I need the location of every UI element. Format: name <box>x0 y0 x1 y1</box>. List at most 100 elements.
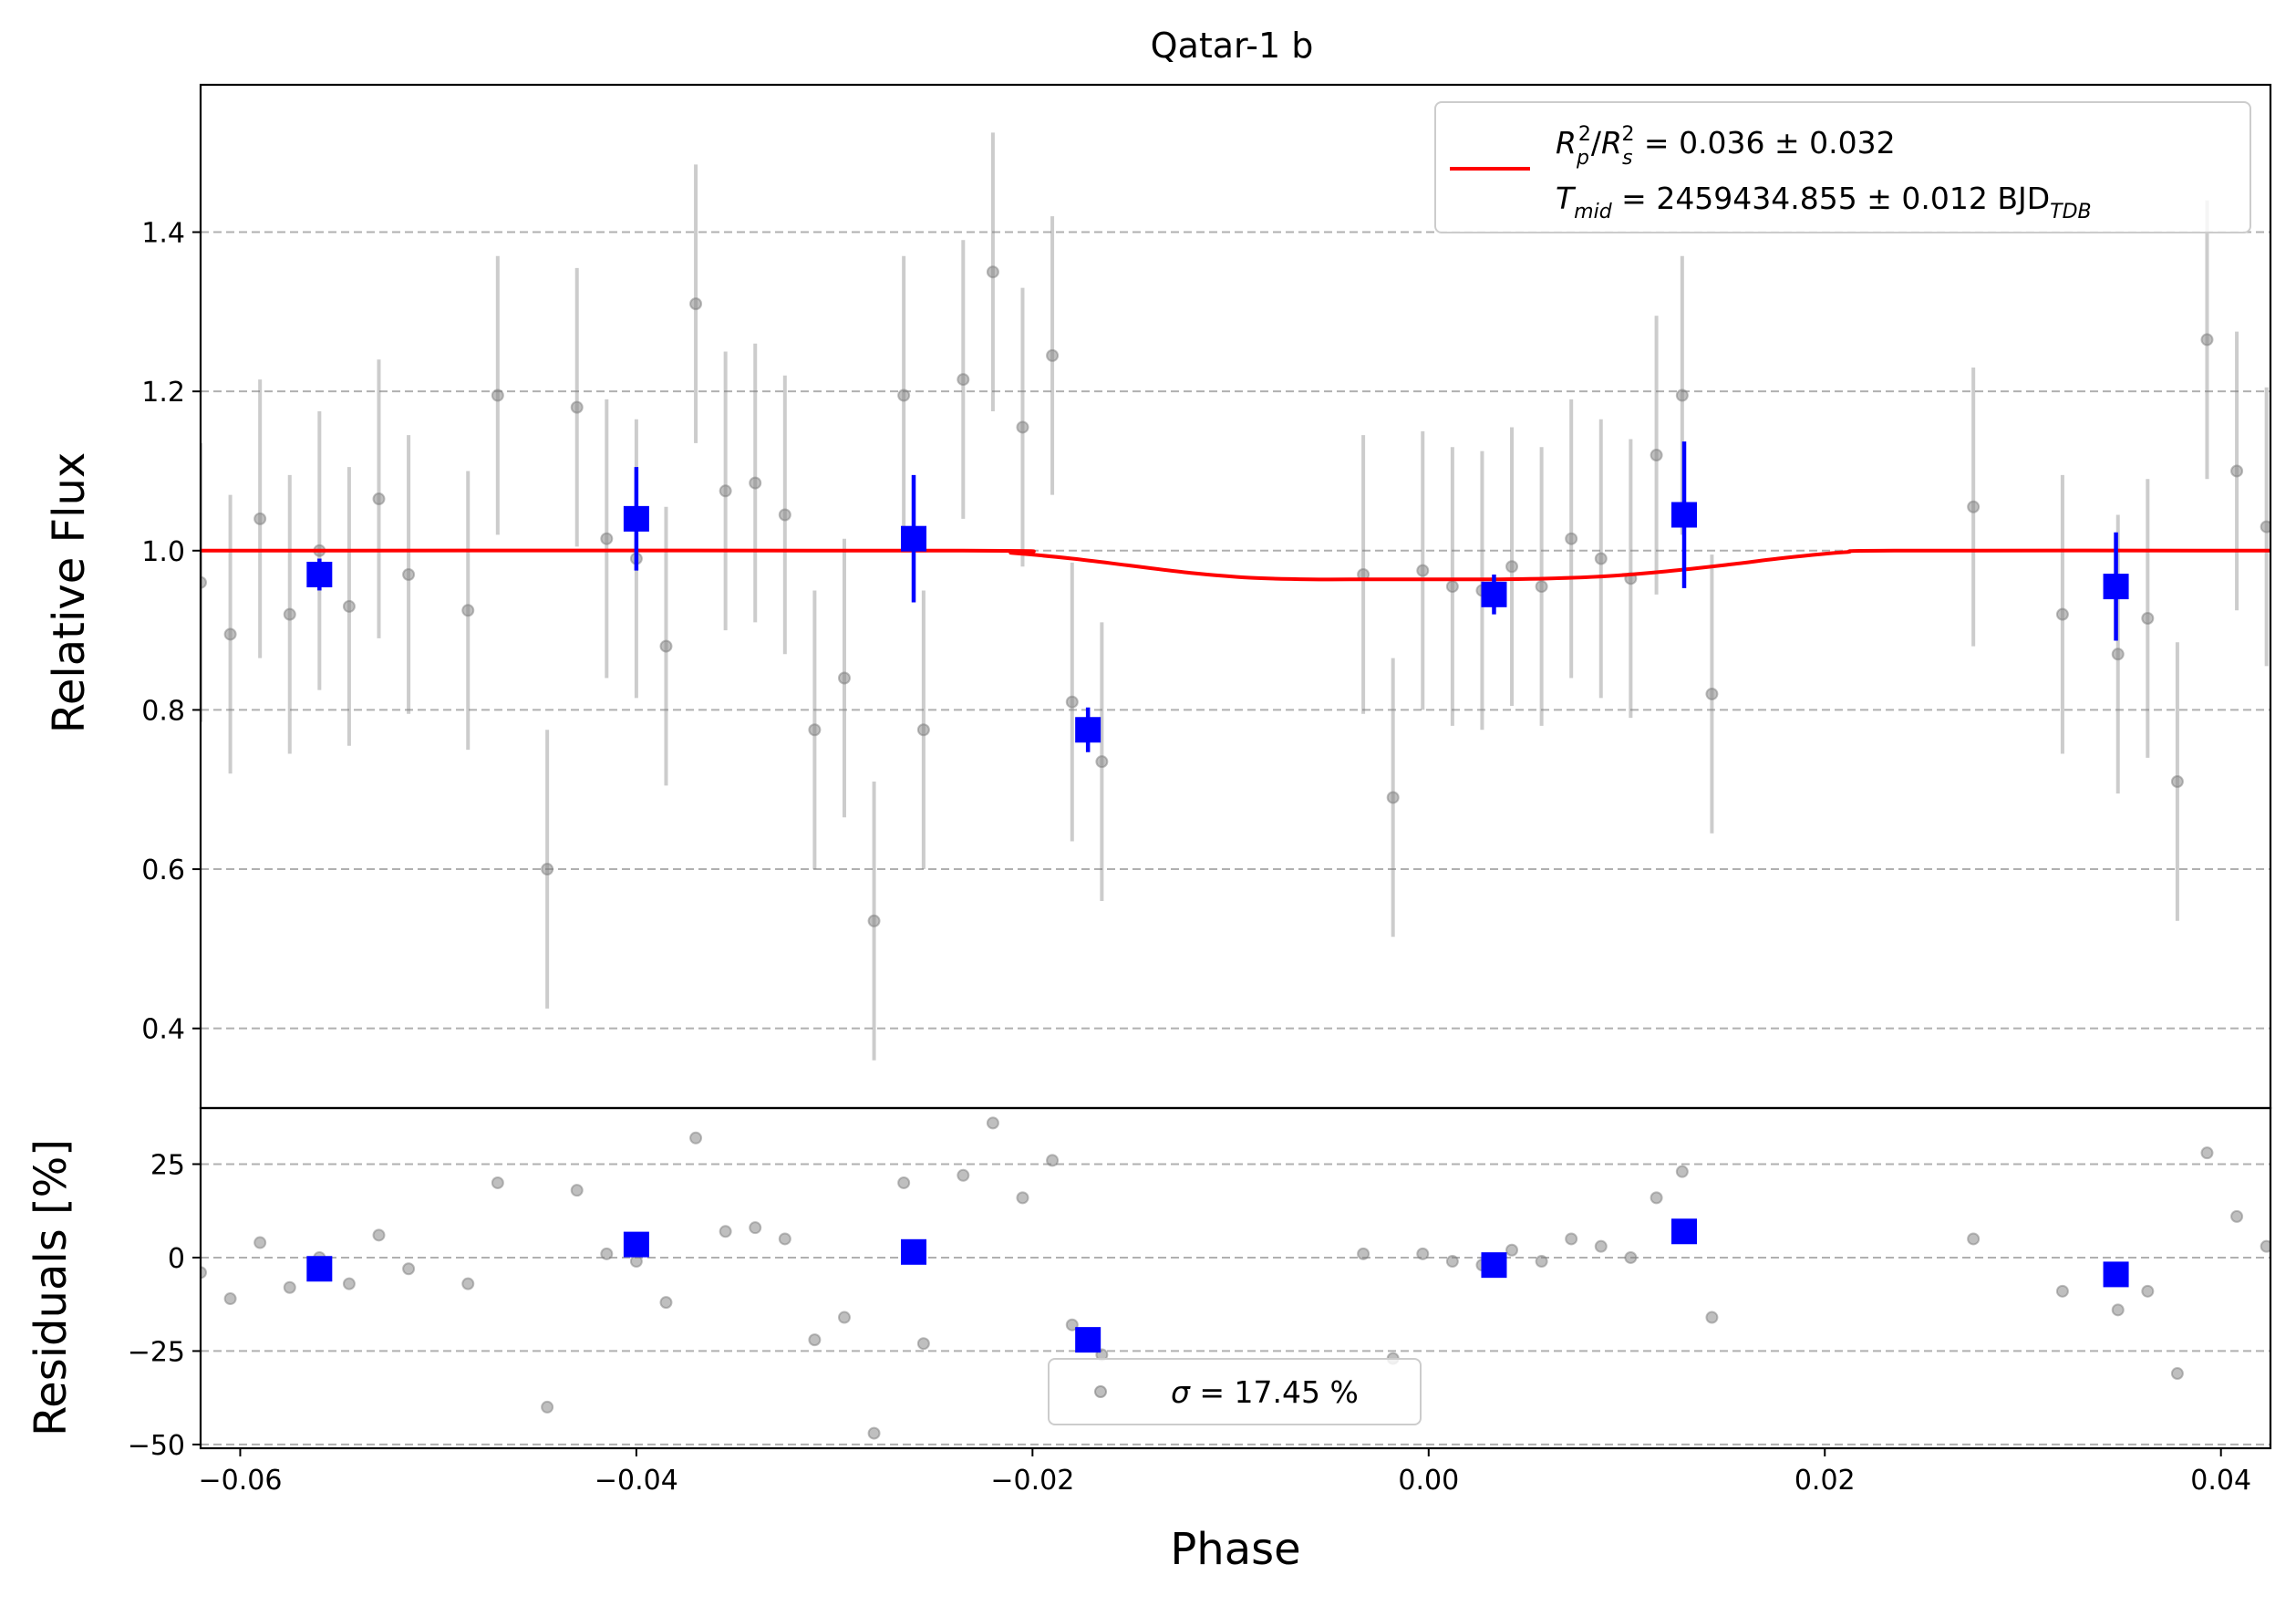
x-ticks: −0.06 −0.04 −0.02 0.00 0.02 0.04 <box>198 1448 2251 1497</box>
residual-raw-point <box>342 1277 356 1290</box>
main-raw-point <box>1095 755 1109 769</box>
main-raw-point <box>491 389 504 402</box>
main-frame <box>199 83 2272 1110</box>
main-raw-point <box>283 607 296 621</box>
residual-raw-point <box>283 1280 296 1294</box>
main-raw-point <box>659 639 673 653</box>
main-y-ticks: 0.4 0.6 0.8 1.0 1.2 1.4 <box>141 218 201 1046</box>
main-raw-point <box>2170 775 2184 789</box>
main-binned-point <box>1075 717 1101 743</box>
residual-raw-point <box>570 1184 584 1197</box>
main-raw-point <box>916 723 930 737</box>
residual-raw-point <box>223 1292 237 1306</box>
main-raw-point <box>1046 348 1060 362</box>
residual-raw-point <box>1967 1232 1981 1246</box>
residual-raw-point <box>491 1176 504 1189</box>
main-raw-point <box>808 723 822 737</box>
residuals-y-tick-label: −25 <box>128 1336 185 1368</box>
main-raw-point <box>570 400 584 414</box>
residual-raw-point <box>2260 1239 2270 1253</box>
main-raw-point <box>1445 580 1459 594</box>
residual-raw-point <box>1565 1232 1578 1246</box>
main-binned-point <box>901 525 927 552</box>
model-curve-line <box>201 548 2270 582</box>
residual-raw-point <box>2170 1367 2184 1381</box>
legend-radius-ratio: Rp2/Rs2 = 0.036 ± 0.032 <box>1556 123 1896 170</box>
main-binned-point <box>623 505 649 532</box>
main-binned-points <box>306 441 2129 752</box>
main-raw-point <box>2111 648 2125 661</box>
main-raw-point <box>749 476 762 490</box>
x-tick-label: −0.06 <box>198 1465 282 1497</box>
main-raw-point <box>1386 791 1400 804</box>
residual-raw-point <box>402 1262 416 1276</box>
residual-raw-point <box>1675 1165 1689 1178</box>
main-y-tick-label: 1.2 <box>141 377 185 409</box>
x-tick-label: 0.04 <box>2190 1465 2251 1497</box>
residual-raw-point <box>1624 1250 1638 1264</box>
main-raw-point <box>541 863 554 876</box>
residual-raw-point <box>541 1400 554 1414</box>
main-raw-point <box>1675 389 1689 402</box>
residual-raw-point <box>1594 1239 1608 1253</box>
main-raw-point <box>2141 612 2155 626</box>
residual-raw-point <box>659 1296 673 1310</box>
residuals-binned-points <box>306 1218 2129 1353</box>
main-raw-point <box>461 604 475 617</box>
main-raw-point <box>1565 532 1578 545</box>
x-tick-label: −0.02 <box>990 1465 1074 1497</box>
residual-raw-point <box>867 1426 881 1440</box>
main-raw-point <box>342 599 356 613</box>
residual-raw-point <box>957 1168 970 1182</box>
x-tick-label: 0.02 <box>1794 1465 1856 1497</box>
residual-raw-point <box>253 1236 267 1249</box>
residual-binned-point <box>901 1238 927 1265</box>
main-raw-point <box>2055 607 2069 621</box>
main-raw-point <box>372 492 386 506</box>
x-axis-title: Phase <box>1170 1524 1300 1575</box>
legend-sigma-text: σ = 17.45 % <box>1171 1374 1359 1410</box>
residual-raw-point <box>1505 1243 1519 1257</box>
main-raw-point <box>2230 464 2244 478</box>
residual-raw-point <box>837 1311 851 1324</box>
residual-raw-point <box>719 1225 732 1238</box>
main-raw-point <box>1705 687 1719 700</box>
main-raw-point <box>402 567 416 581</box>
residual-raw-point <box>2141 1284 2155 1298</box>
main-raw-point <box>1594 552 1608 565</box>
main-legend: Rp2/Rs2 = 0.036 ± 0.032 Tmid = 2459434.8… <box>1434 101 2251 233</box>
residual-raw-point <box>1416 1247 1430 1260</box>
residual-raw-point <box>1046 1154 1060 1167</box>
residual-raw-point <box>600 1247 614 1260</box>
residual-raw-point <box>201 1266 207 1280</box>
main-y-tick-label: 1.4 <box>141 218 185 250</box>
main-y-tick-label: 0.8 <box>141 695 185 727</box>
residual-raw-point <box>1445 1255 1459 1269</box>
main-binned-point <box>2103 574 2129 600</box>
residual-binned-point <box>306 1256 333 1282</box>
residual-raw-point <box>461 1277 475 1290</box>
residuals-raw-points <box>201 1116 2270 1440</box>
main-raw-point <box>778 508 791 522</box>
residual-binned-point <box>1671 1218 1698 1245</box>
residuals-y-ticks: −50 −25 0 25 <box>128 1149 201 1462</box>
residuals-legend: σ = 17.45 % <box>1048 1358 1422 1425</box>
legend-residual-marker <box>1094 1385 1107 1398</box>
main-y-tick-label: 0.4 <box>141 1014 185 1046</box>
y-axis-title-main: Relative Flux <box>44 452 95 734</box>
main-raw-point <box>600 532 614 545</box>
main-panel: 0.4 0.6 0.8 1.0 1.2 1.4 <box>141 83 2272 1110</box>
main-raw-point <box>253 512 267 525</box>
main-gridlines <box>201 231 2270 1030</box>
legend-mid-time: Tmid = 2459434.855 ± 0.012 BJDTDB <box>1556 181 2092 223</box>
residual-raw-point <box>1357 1247 1370 1260</box>
residuals-legend-box <box>1048 1358 1422 1425</box>
residuals-panel: −50 −25 0 25 −0.06 −0.04 −0.02 0.00 0.02 0.04 <box>128 1106 2272 1497</box>
main-raw-point <box>986 265 999 279</box>
main-raw-point <box>2260 520 2270 534</box>
residual-raw-point <box>916 1337 930 1351</box>
residual-raw-point <box>629 1255 643 1269</box>
main-binned-point <box>1481 581 1507 607</box>
residual-raw-point <box>897 1176 911 1189</box>
